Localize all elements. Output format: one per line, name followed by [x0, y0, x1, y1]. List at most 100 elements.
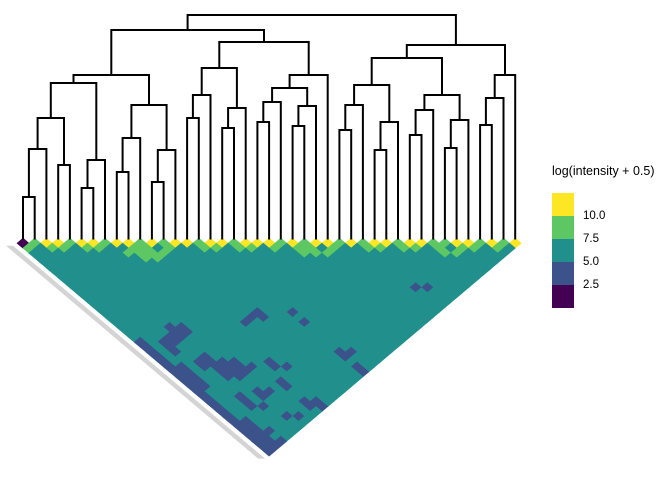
heatmap-cell [356, 356, 370, 368]
legend-tick-label: 10.0 [583, 210, 606, 222]
heatmap-cell [250, 307, 264, 318]
heatmap-cell [204, 307, 217, 318]
heatmap-cell [415, 307, 428, 318]
heatmap-cell [250, 356, 264, 368]
heatmap-cell [239, 237, 253, 249]
heatmap-cell [274, 406, 288, 417]
legend-color-block [552, 285, 574, 308]
heatmap-cell [456, 282, 469, 294]
heatmap-cell [426, 257, 440, 269]
heatmap-cell [39, 257, 53, 269]
heatmap-cell [473, 257, 487, 269]
heatmap-cell [321, 257, 335, 269]
heatmap-cell [63, 257, 77, 269]
heatmap-cell [151, 282, 165, 294]
legend-tick-label: 5.0 [583, 256, 599, 268]
heatmap-cell [163, 282, 176, 294]
heatmap-cell [174, 242, 188, 254]
heatmap-cell [250, 237, 264, 249]
heatmap-cell [198, 242, 212, 254]
heatmap-cell [233, 381, 247, 393]
heatmap-cell [98, 307, 112, 318]
heatmap-cell [286, 307, 300, 318]
heatmap-cell [280, 282, 294, 294]
heatmap-cell [303, 282, 317, 294]
heatmap-cell [256, 430, 270, 442]
heatmap-cell [39, 237, 53, 249]
heatmap-cell [274, 356, 288, 368]
heatmap-cell [127, 252, 141, 264]
heatmap-cell [86, 237, 100, 249]
heatmap-cell [198, 331, 212, 343]
heatmap-cell [368, 257, 382, 269]
heatmap-cell [409, 282, 423, 294]
legend-color-block [552, 239, 574, 262]
heatmap-cell [374, 331, 387, 343]
heatmap-cell [309, 307, 323, 318]
heatmap-cell [444, 282, 458, 294]
heatmap-cell [127, 331, 141, 343]
heatmap-cell [297, 307, 311, 318]
heatmap-cell [450, 257, 464, 269]
heatmap-cell [209, 242, 223, 254]
heatmap-cell [303, 381, 317, 393]
heatmap-cell [133, 307, 147, 318]
heatmap-cell [397, 282, 411, 294]
heatmap-cell [291, 381, 305, 393]
heatmap-cell [350, 282, 364, 294]
heatmap-cell [227, 307, 241, 318]
heatmap-cell [157, 237, 171, 249]
heatmap-cell [92, 242, 106, 254]
heatmap-cell [69, 282, 83, 294]
heatmap-cell [116, 282, 130, 294]
heatmap-cell [204, 356, 217, 368]
heatmap-cell [315, 331, 329, 343]
heatmap-cell [198, 351, 212, 363]
heatmap-cell [174, 302, 188, 313]
heatmap-cell [151, 242, 165, 254]
heatmap-cell [362, 282, 376, 294]
heatmap-cell [286, 356, 300, 368]
heatmap-cell [139, 252, 153, 264]
legend-colorbar [552, 193, 574, 308]
heatmap-cell [151, 252, 165, 264]
heatmap-cell [467, 242, 481, 254]
heatmap-cell [385, 282, 399, 294]
heatmap-cell [262, 445, 276, 457]
heatmap-cell [338, 381, 352, 393]
heatmap-cell [438, 257, 452, 269]
heatmap-cell [415, 257, 428, 269]
heatmap-cell [174, 351, 188, 363]
heatmap-cell [327, 331, 341, 343]
heatmap-cell [180, 257, 194, 269]
heatmap-cell [233, 331, 247, 343]
heatmap-cell [350, 331, 364, 343]
heatmap-cell [163, 252, 176, 264]
heatmap-cell [92, 282, 106, 294]
heatmap-cell [274, 257, 288, 269]
heatmap-cell [104, 282, 118, 294]
heatmap-cell [485, 257, 499, 269]
heatmap-cell [385, 331, 399, 343]
heatmap-cell [145, 237, 159, 249]
heatmap-cell [332, 237, 346, 249]
heatmap-cell [133, 257, 147, 269]
heatmap-cell [262, 307, 276, 318]
heatmap-cell [209, 282, 223, 294]
heatmap-cell [245, 381, 258, 393]
heatmap-cell [168, 356, 182, 368]
heatmap-cell [379, 307, 393, 318]
heatmap-cell [280, 331, 294, 343]
heatmap-cell [34, 242, 48, 254]
heatmap-cell [168, 237, 182, 249]
heatmap-cell [151, 302, 165, 313]
heatmap-cell [332, 356, 346, 368]
heatmap-cell [262, 356, 276, 368]
heatmap-cell [291, 282, 305, 294]
heatmap-cell [186, 381, 200, 393]
heatmap-cell [127, 302, 141, 313]
heatmap-cell [262, 257, 276, 269]
heatmap-cell [502, 242, 516, 254]
heatmap-cell [215, 307, 229, 318]
